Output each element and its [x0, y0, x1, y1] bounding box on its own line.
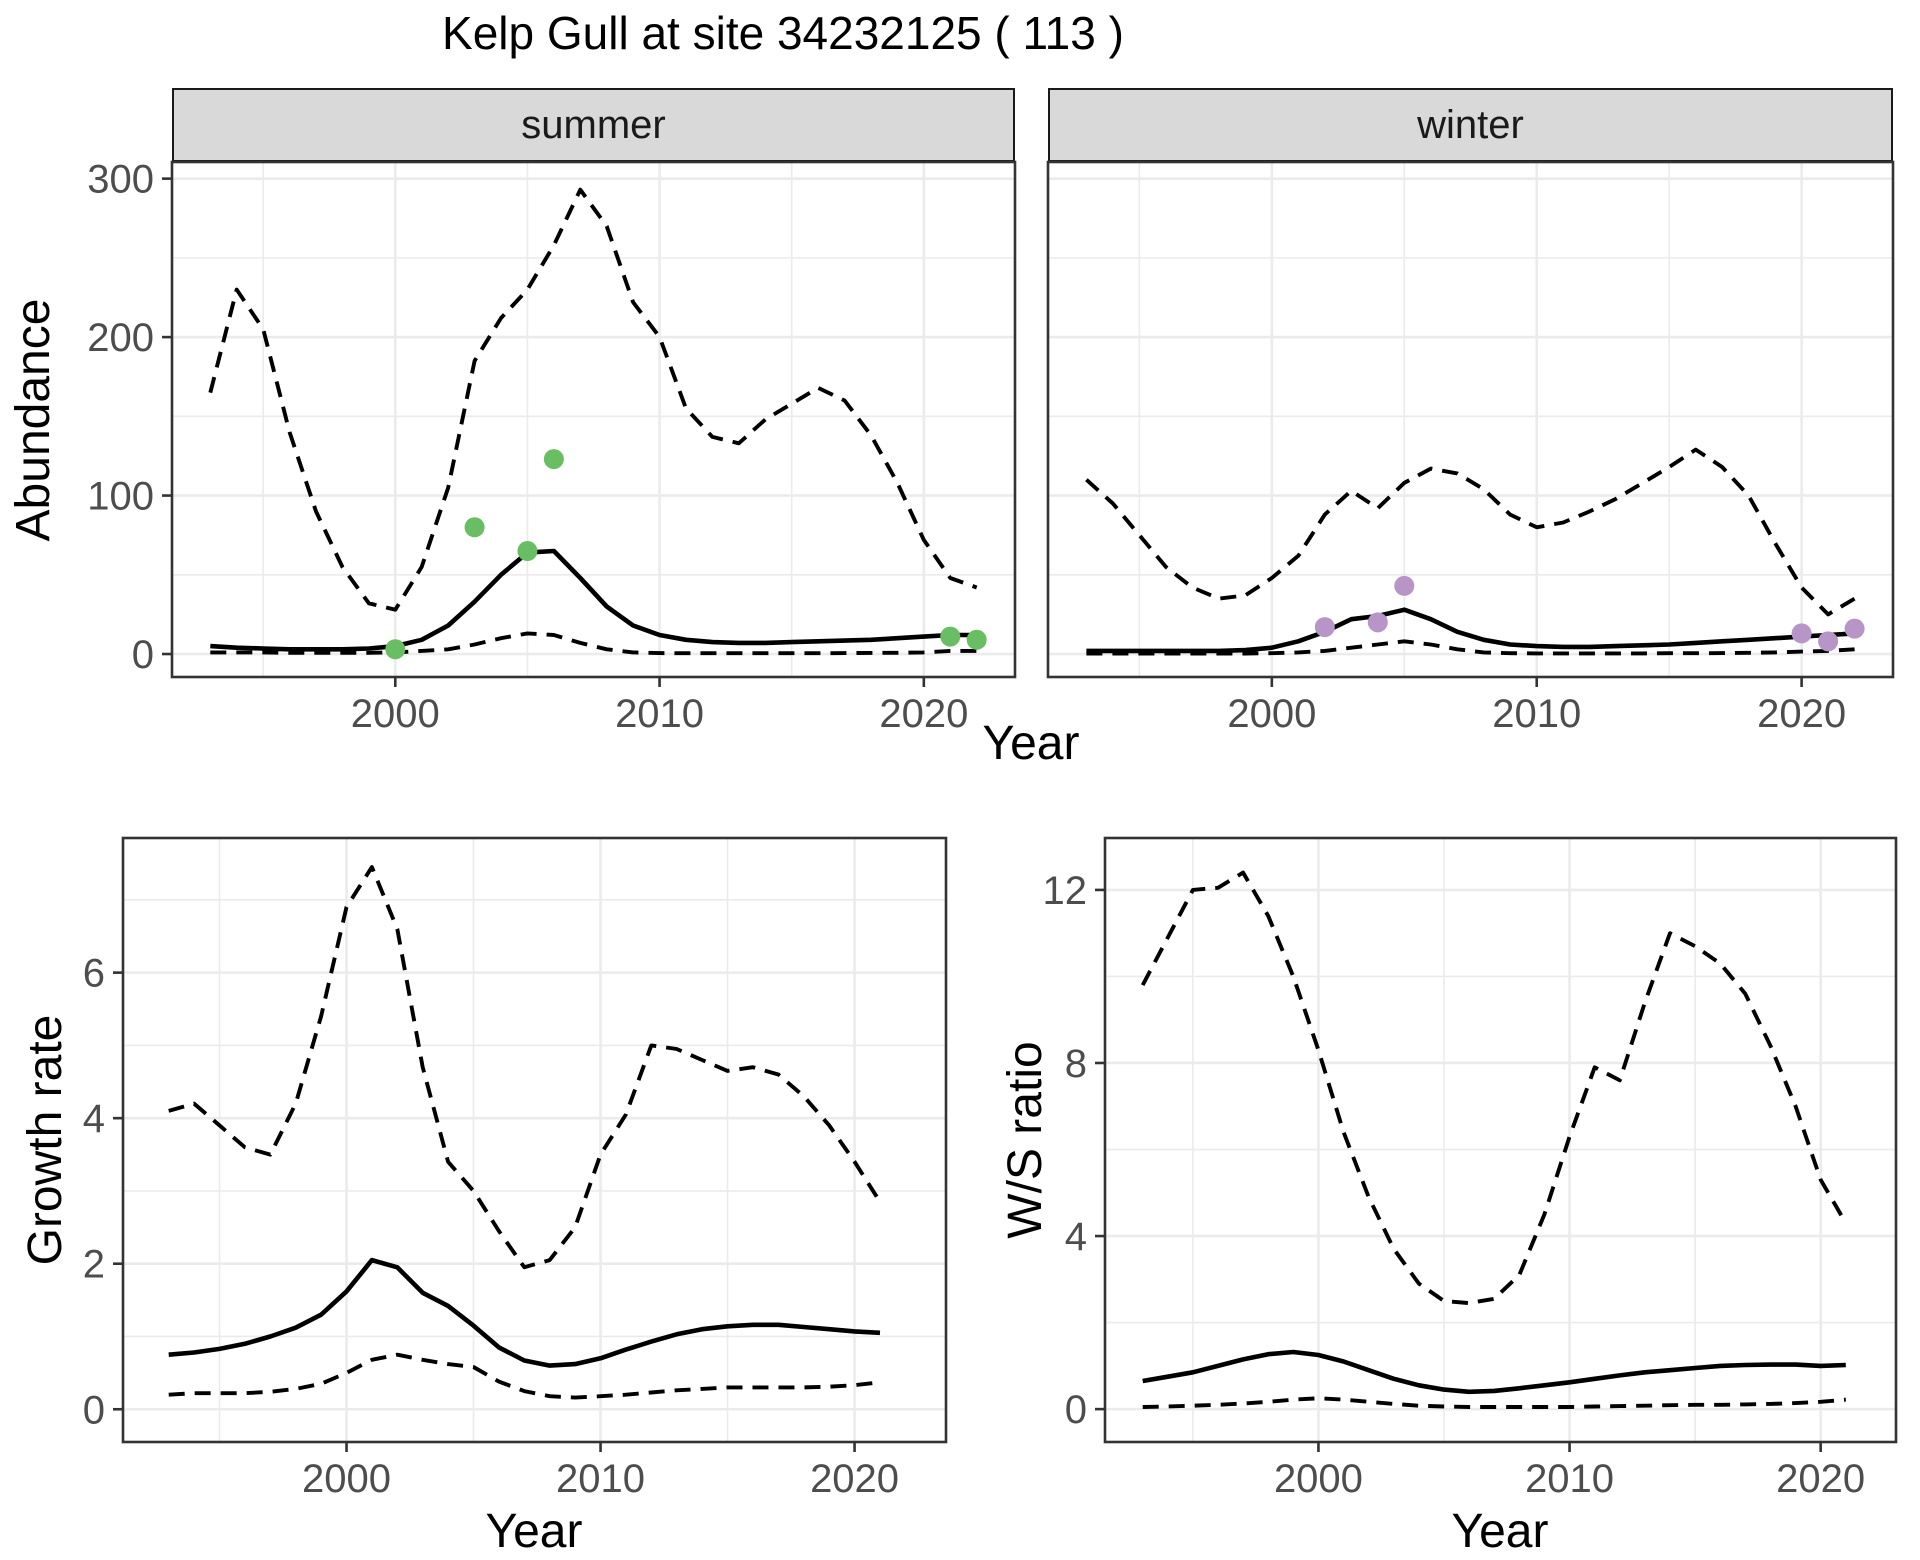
x-axis-label-year-bottom-left: Year	[485, 1505, 583, 1558]
x-tick-label: 2000	[1227, 692, 1316, 736]
data-point	[1394, 575, 1415, 596]
x-tick-label: 2020	[1757, 692, 1846, 736]
data-point	[1844, 618, 1865, 639]
facet-strip-winter: winter	[1048, 88, 1893, 162]
growth_rate-upper_ci-line	[168, 865, 882, 1270]
abundance_winter-panel-border	[1046, 160, 1895, 679]
growth_rate-series	[168, 865, 882, 1400]
x-tick-label: 2000	[302, 1457, 391, 1501]
ws_ratio-panel-border	[1103, 836, 1898, 1444]
x-tick-label: 2010	[1492, 692, 1581, 736]
y-tick-label: 0	[1065, 1388, 1087, 1432]
data-point	[464, 517, 485, 538]
abundance_winter-panel-bg	[1048, 162, 1893, 677]
abundance_winter-mean-line	[1086, 607, 1855, 654]
y-tick-label: 6	[83, 952, 105, 996]
ws_ratio-series	[1140, 870, 1848, 1409]
x-tick-label: 2010	[556, 1457, 645, 1501]
y-tick-label: 200	[87, 316, 154, 360]
y-tick-label: 300	[87, 158, 154, 202]
abundance_summer-series	[208, 187, 978, 656]
ws_ratio-lower_ci-line	[1142, 1396, 1846, 1409]
abundance_winter-series	[1085, 447, 1856, 656]
x-tick-label: 2010	[615, 692, 704, 736]
data-point	[1367, 612, 1388, 633]
ws_ratio-mean-line	[1142, 1349, 1846, 1395]
data-point	[1314, 617, 1335, 638]
abundance_summer-panel-bg	[172, 162, 1015, 677]
facet-strip-summer: summer	[172, 88, 1015, 162]
data-point	[543, 449, 564, 470]
facet-strip-summer-label: summer	[521, 102, 666, 147]
data-point	[1818, 631, 1839, 652]
data-point	[517, 541, 538, 562]
x-axis-label-year-bottom-right: Year	[1451, 1505, 1549, 1558]
facet-strip-winter-label: winter	[1417, 102, 1524, 147]
figure-title: Kelp Gull at site 34232125 ( 113 )	[442, 7, 1124, 59]
y-tick-label: 12	[1043, 869, 1088, 913]
x-tick-label: 2000	[1274, 1457, 1363, 1501]
growth_rate-panel-bg	[123, 838, 946, 1442]
y-tick-label: 2	[83, 1243, 105, 1287]
x-tick-label: 2020	[1776, 1457, 1865, 1501]
y-tick-label: 4	[83, 1097, 105, 1141]
growth_rate-panel: 2000 2010 2020 0 2 4 6	[83, 836, 948, 1501]
growth_rate-mean-line	[168, 1257, 881, 1368]
data-point	[966, 629, 987, 650]
x-tick-label: 2020	[879, 692, 968, 736]
ws_ratio-upper_ci-line	[1140, 870, 1848, 1306]
data-point	[1791, 623, 1812, 644]
x-tick-label: 2020	[810, 1457, 899, 1501]
ws_ratio-panel: 2000 2010 2020 0 4 8 12	[1043, 836, 1898, 1501]
abundance_winter-panel: 2000 2010 2020	[1046, 160, 1895, 736]
abundance_summer-panel-border	[170, 160, 1017, 679]
growth_rate-panel-border	[121, 836, 948, 1444]
y-tick-label: 100	[87, 475, 154, 519]
x-tick-label: 2000	[351, 692, 440, 736]
y-tick-label: 0	[83, 1388, 105, 1432]
y-tick-label: 8	[1065, 1042, 1087, 1086]
ws_ratio-panel-bg	[1105, 838, 1896, 1442]
growth_rate-lower_ci-line	[168, 1352, 881, 1400]
y-tick-label: 4	[1065, 1215, 1087, 1259]
data-point	[940, 626, 961, 647]
x-tick-label: 2010	[1525, 1457, 1614, 1501]
abundance_summer-upper_ci-line	[208, 187, 978, 612]
abundance_summer-mean-line	[210, 548, 977, 652]
data-point	[385, 639, 406, 660]
abundance_winter-upper_ci-line	[1085, 447, 1856, 617]
x-axis-label-year-top: Year	[982, 717, 1080, 770]
y-tick-label: 0	[132, 633, 154, 677]
abundance_summer-panel: 2000 2010 2020 0 100 200 300	[87, 158, 1017, 736]
